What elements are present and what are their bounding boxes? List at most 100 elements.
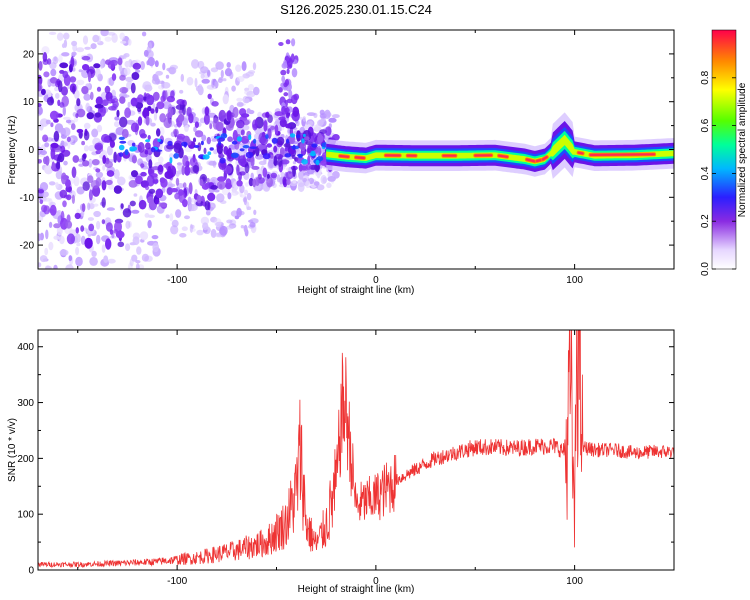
y-tick-label: 200 [17,454,34,465]
purple-blob [286,178,291,186]
purple-blob [120,203,124,210]
speckle-blob [62,127,71,137]
purple-blob [194,121,199,128]
speckle-blob [96,124,103,133]
purple-blob [192,165,199,173]
speckle-blob [76,242,81,247]
speckle-blob [158,156,164,164]
purple-blob [56,78,61,86]
purple-blob [258,132,267,144]
purple-blob [106,170,115,177]
purple-blob [148,188,156,194]
purple-blob [147,196,154,204]
blue-core [155,149,163,152]
purple-blob [157,164,164,173]
blue-core [271,137,278,144]
purple-blob [109,140,115,148]
speckle-blob [68,255,73,262]
purple-blob [86,112,95,120]
purple-blob [84,237,93,249]
purple-blob [128,180,138,188]
purple-blob [144,149,149,155]
purple-blob [82,181,90,192]
purple-blob [45,155,50,166]
purple-blob [87,71,92,83]
speckle-blob [144,213,150,218]
purple-blob [207,93,212,100]
speckle-blob [236,101,244,108]
purple-blob [119,96,126,104]
speckle-blob [39,255,48,263]
colorbar-gradient [711,29,737,270]
purple-blob [281,75,286,83]
speckle-blob [153,112,158,121]
purple-blob [90,180,100,189]
purple-blob [178,191,186,204]
purple-blob [216,180,226,190]
speckle-blob [151,235,159,240]
speckle-blob [244,98,250,104]
speckle-blob [65,119,72,124]
blue-core [118,144,125,151]
blue-core [310,150,316,157]
purple-blob [304,136,310,141]
speckle-blob [235,64,242,72]
purple-blob [266,173,270,179]
speckle-blob [315,124,319,132]
speckle-blob [246,192,252,201]
y-tick-label: 300 [17,398,34,409]
spectrogram-xlabel: Height of straight line (km) [298,285,415,296]
speckle-blob [125,76,134,82]
x-tick-label: -100 [167,275,187,286]
blue-core [311,143,318,148]
speckle-blob [176,162,182,166]
purple-blob [90,91,94,101]
purple-blob [119,74,126,81]
speckle-blob [190,224,195,229]
speckle-blob [54,123,64,133]
purple-blob [291,154,296,159]
speckle-blob [38,141,41,148]
purple-blob [88,189,93,201]
speckle-blob [73,176,80,187]
y-tick-label: 20 [23,49,35,60]
ridge-red [525,158,537,163]
purple-blob [279,147,285,155]
purple-blob [189,157,198,167]
purple-blob [147,135,151,140]
speckle-blob [80,235,86,245]
purple-blob [59,62,69,69]
purple-blob [104,161,114,168]
purple-blob [75,227,80,234]
speckle-blob [231,85,236,92]
purple-blob [107,60,115,70]
purple-blob [137,116,143,126]
purple-blob [270,125,276,130]
speckle-blob [161,82,171,89]
ridge-red [498,154,509,158]
colorbar-tick-label: 0.4 [700,166,711,180]
blue-core [239,148,245,152]
colorbar-label: Normalized spectral amplitude [737,82,748,217]
purple-blob [273,155,278,167]
purple-blob [178,109,183,115]
purple-blob [81,55,91,61]
speckle-blob [147,56,155,67]
speckle-blob [226,219,233,224]
speckle-blob [107,258,116,264]
speckle-blob [234,185,238,191]
purple-blob [101,219,106,225]
speckle-blob [252,86,260,96]
purple-blob [215,121,224,132]
blue-core [301,158,308,165]
speckle-blob [257,111,263,118]
purple-blob [194,130,204,138]
speckle-blob [96,220,101,230]
purple-blob [82,63,90,71]
speckle-blob [216,232,221,237]
purple-blob [50,96,54,104]
speckle-blob [224,68,233,77]
